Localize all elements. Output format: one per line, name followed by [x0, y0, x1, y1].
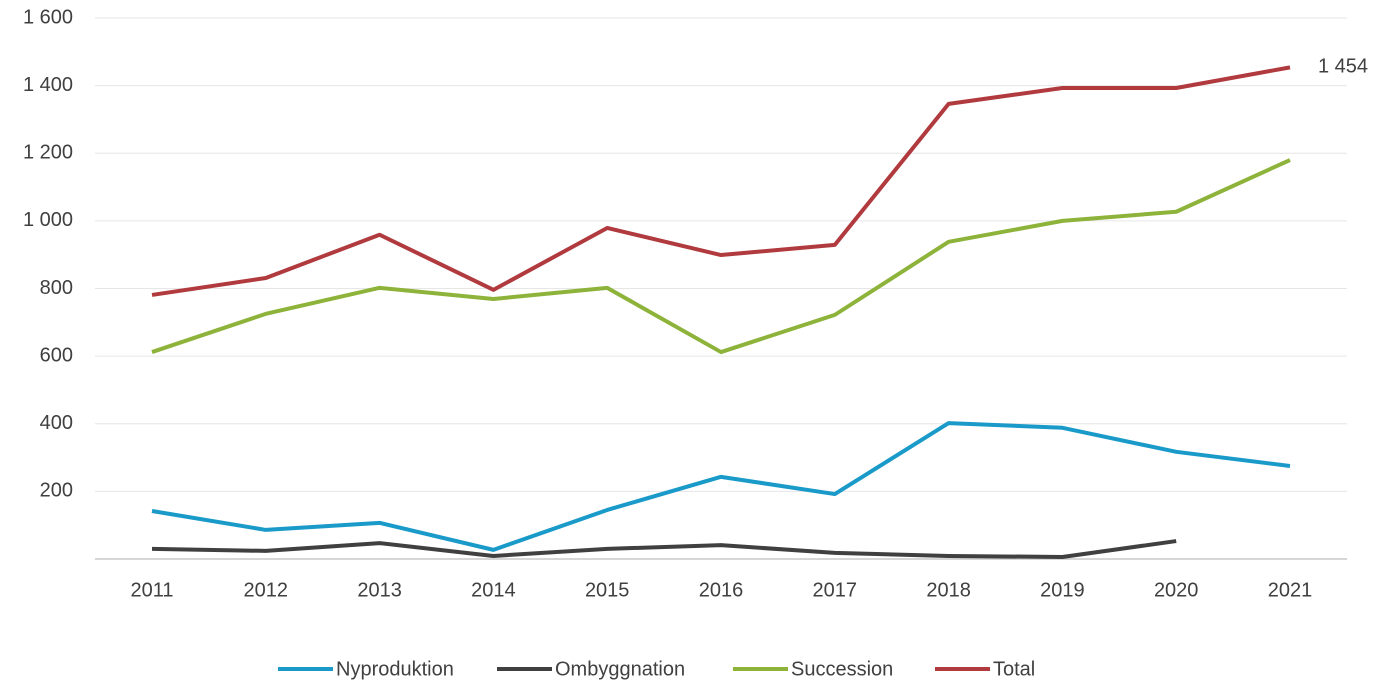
legend-label: Total: [993, 658, 1035, 680]
y-tick-label: 800: [40, 277, 73, 299]
y-tick-label: 1 000: [23, 209, 73, 231]
legend-label: Nyproduktion: [336, 658, 454, 680]
legend-label: Ombyggnation: [555, 658, 685, 680]
series-line: [151, 158, 1291, 355]
y-tick-label: 1 200: [23, 142, 73, 164]
x-tick-label: 2016: [699, 579, 744, 601]
legend-label: Succession: [791, 658, 893, 680]
x-tick-label: 2012: [244, 579, 289, 601]
data-label: 1 454: [1318, 56, 1368, 78]
y-tick-label: 200: [40, 480, 73, 502]
x-tick-label: 2015: [585, 579, 630, 601]
y-tick-label: 1 600: [23, 6, 73, 28]
x-tick-label: 2018: [926, 579, 971, 601]
series-line: [151, 539, 1177, 559]
x-tick-label: 2014: [471, 579, 516, 601]
x-tick-label: 2020: [1154, 579, 1199, 601]
series-line: [151, 65, 1291, 297]
x-tick-label: 2011: [130, 579, 173, 601]
y-tick-label: 400: [40, 412, 73, 434]
y-tick-label: 1 400: [23, 74, 73, 96]
x-tick-label: 2021: [1268, 579, 1313, 601]
x-tick-label: 2017: [813, 579, 858, 601]
x-tick-label: 2019: [1040, 579, 1085, 601]
y-tick-label: 600: [40, 344, 73, 366]
x-tick-label: 2013: [357, 579, 402, 601]
series-line: [151, 421, 1291, 552]
